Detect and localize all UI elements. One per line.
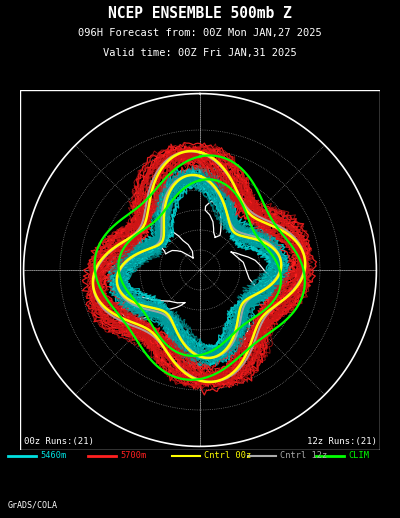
Text: GrADS/COLA: GrADS/COLA [8,501,58,510]
Text: CLIM: CLIM [348,452,369,461]
Text: Cntrl 12z: Cntrl 12z [280,452,327,461]
Text: 5460m: 5460m [40,452,66,461]
Text: 00z Runs:(21): 00z Runs:(21) [24,437,94,447]
Text: 096H Forecast from: 00Z Mon JAN,27 2025: 096H Forecast from: 00Z Mon JAN,27 2025 [78,28,322,38]
Text: 12z Runs:(21): 12z Runs:(21) [306,437,376,447]
Polygon shape [24,94,376,447]
Text: Valid time: 00Z Fri JAN,31 2025: Valid time: 00Z Fri JAN,31 2025 [103,48,297,58]
Text: Cntrl 00z: Cntrl 00z [204,452,251,461]
Text: NCEP ENSEMBLE 500mb Z: NCEP ENSEMBLE 500mb Z [108,6,292,21]
Text: 5700m: 5700m [120,452,146,461]
